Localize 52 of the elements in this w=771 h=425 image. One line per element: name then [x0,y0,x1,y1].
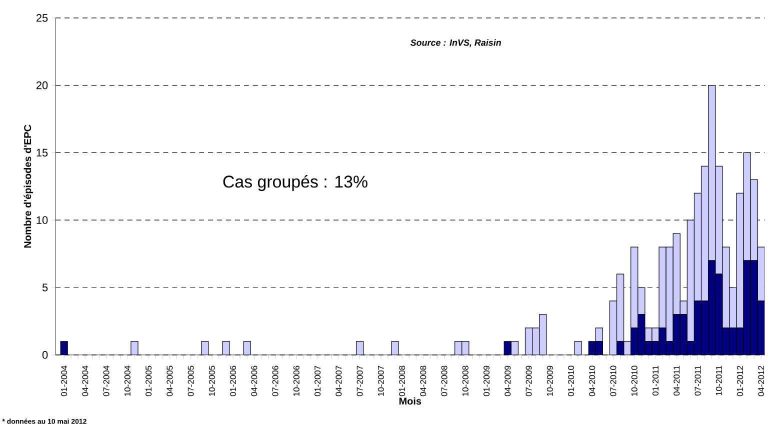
bar [574,341,582,355]
x-tick-label: 10-2005 [208,366,215,396]
bar [60,341,68,355]
x-tick-label: 10-2007 [378,366,384,396]
x-tick-label: 10-2011 [716,366,722,396]
x-tick-label: 07-2009 [526,366,532,396]
y-tick-label: 5 [42,284,48,292]
x-tick-label: 10-2010 [631,366,638,396]
y-tick-label: 20 [36,81,48,90]
y-tick-label: 25 [36,14,48,22]
bar [356,341,364,355]
x-axis-title: Mois [399,397,422,405]
y-tick-label: 0 [42,351,48,359]
x-tick-label: 01-2011 [652,366,658,396]
x-tick-label: 01-2010 [568,366,574,396]
x-tick-label: 01-2009 [484,366,490,396]
x-tick-label: 04-2004 [82,366,88,396]
x-tick-label: 01-2008 [399,366,406,396]
x-tick-label: 07-2005 [188,366,194,396]
x-tick-label: 07-2010 [610,366,616,396]
x-tick-label: 01-2007 [314,366,321,396]
x-tick-label: 07-2011 [694,366,701,396]
x-tick-label: 04-2006 [251,366,258,396]
annotation: Cas groupés : 13% [223,175,368,192]
y-tick-label: 10 [36,216,48,224]
x-tick-label: 01-2005 [146,366,152,396]
y-tick-label: 15 [36,148,48,157]
x-tick-label: 10-2008 [462,366,468,396]
x-tick-label: 04-2005 [166,366,173,396]
x-tick-label: 04-2009 [504,366,511,396]
bar [222,341,230,355]
x-tick-label: 07-2007 [356,366,363,396]
bar [201,341,209,355]
annotation: Source : InVS, Raisin [410,39,501,48]
x-tick-label: 10-2004 [124,366,130,396]
x-tick-label: 01-2006 [230,366,236,396]
x-tick-label: 04-2008 [420,366,426,396]
bar [130,341,138,355]
x-tick-label: 10-2006 [293,366,300,396]
bar [391,341,399,355]
x-tick-label: 04-2010 [589,366,596,396]
y-axis-title: Nombre d'épisodes d'EPC [24,124,34,248]
x-tick-label: 04-2007 [336,366,342,396]
x-tick-label: 07-2004 [103,366,110,396]
bar [243,341,251,355]
x-tick-label: 10-2009 [546,366,553,396]
x-tick-label: 07-2006 [272,366,278,396]
x-tick-label: 01-2004 [61,366,68,396]
x-tick-label: 01-2012 [737,366,743,396]
x-tick-label: 04-2012 [758,366,764,396]
x-tick-label: 07-2008 [441,366,448,396]
x-tick-label: 04-2011 [674,366,680,396]
